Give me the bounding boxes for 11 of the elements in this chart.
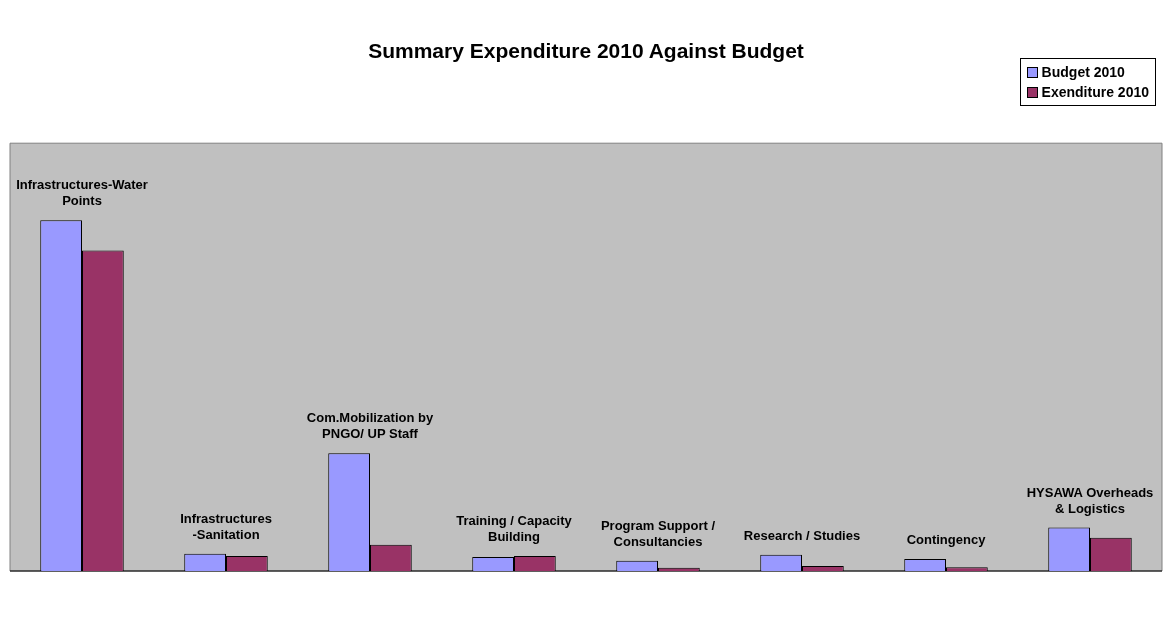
legend-label: Budget 2010 xyxy=(1040,63,1126,82)
chart-title: Summary Expenditure 2010 Against Budget xyxy=(368,39,804,63)
x-tick-label: Program Support / Consultancies xyxy=(600,517,716,549)
x-tick-label: Training / Capacity Building xyxy=(456,513,573,544)
x-tick-label: Contingency xyxy=(906,532,987,548)
x-tick-label: HYSAWA Overheads & Logistics xyxy=(1026,484,1154,516)
legend-label: Exenditure 2010 xyxy=(1040,83,1149,102)
x-tick-label: Infrastructures -Sanitation xyxy=(180,510,272,542)
x-tick-label: Research / Studies xyxy=(743,527,861,543)
x-tick-label: Infrastructures-Water Points xyxy=(16,177,148,209)
x-tick-label: Com.Mobilization by PNGO/ UP Staff xyxy=(306,410,434,442)
